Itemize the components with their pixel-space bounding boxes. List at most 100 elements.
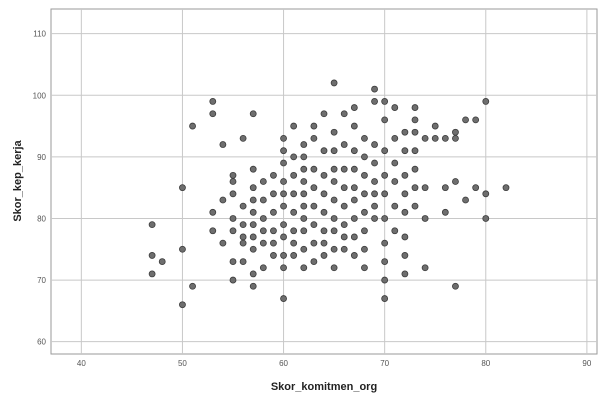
data-point — [209, 98, 217, 105]
data-point — [209, 110, 217, 118]
data-point — [361, 134, 368, 142]
y-tick-label: 80 — [37, 214, 46, 223]
data-point — [239, 202, 247, 210]
data-point — [431, 122, 439, 130]
data-point — [189, 122, 196, 130]
x-axis-title: Skor_komitmen_org — [271, 381, 377, 393]
x-tick-label: 50 — [178, 359, 187, 368]
data-point — [391, 227, 399, 235]
data-point — [249, 270, 257, 278]
data-point — [350, 215, 358, 222]
data-point — [270, 252, 277, 259]
data-point — [330, 264, 338, 272]
data-point — [320, 190, 328, 198]
data-point — [361, 153, 368, 161]
data-point — [441, 134, 449, 142]
data-point — [280, 159, 287, 167]
data-point — [330, 128, 338, 136]
data-point — [179, 301, 186, 309]
data-point — [391, 159, 399, 167]
data-point — [219, 196, 227, 204]
data-point — [249, 208, 257, 216]
data-point — [249, 110, 257, 118]
data-point — [401, 190, 409, 198]
data-point — [310, 122, 318, 130]
data-point — [421, 264, 429, 272]
data-point — [179, 245, 186, 253]
x-tick-labels: 40 50 60 70 80 90 — [77, 359, 592, 368]
y-tick-labels: 60 70 80 90 100 110 — [33, 30, 47, 347]
data-point — [371, 202, 378, 210]
data-point — [411, 116, 419, 124]
data-point — [259, 239, 267, 247]
data-point — [391, 178, 399, 185]
data-point — [350, 252, 358, 259]
data-point — [381, 215, 389, 222]
data-point — [300, 141, 308, 148]
data-points — [148, 79, 510, 309]
data-point — [361, 245, 368, 253]
data-point — [371, 98, 378, 105]
data-point — [330, 196, 338, 204]
data-point — [350, 233, 358, 241]
data-point — [300, 264, 308, 272]
data-point — [401, 147, 409, 155]
data-point — [310, 202, 318, 210]
data-point — [330, 227, 338, 235]
data-point — [361, 190, 368, 198]
data-point — [340, 233, 348, 241]
data-point — [472, 116, 480, 124]
data-point — [290, 208, 298, 216]
data-point — [401, 208, 409, 216]
data-point — [411, 202, 419, 210]
data-point — [320, 171, 328, 179]
data-point — [371, 190, 378, 198]
data-point — [472, 184, 480, 192]
data-point — [350, 184, 358, 192]
y-tick-label: 90 — [37, 153, 46, 162]
data-point — [300, 153, 308, 161]
data-point — [361, 227, 368, 235]
data-point — [411, 165, 419, 173]
data-point — [320, 227, 328, 235]
data-point — [330, 147, 338, 155]
data-point — [340, 221, 348, 229]
data-point — [431, 134, 439, 142]
data-point — [249, 245, 257, 253]
data-point — [209, 208, 217, 216]
data-point — [229, 276, 237, 284]
data-point — [401, 233, 409, 241]
data-point — [270, 208, 277, 216]
data-point — [462, 116, 469, 124]
data-point — [300, 178, 308, 185]
data-point — [229, 227, 237, 235]
data-point — [452, 178, 459, 185]
data-point — [310, 134, 318, 142]
data-point — [381, 147, 389, 155]
data-point — [421, 215, 429, 222]
x-tick-label: 40 — [77, 359, 86, 368]
data-point — [280, 190, 287, 198]
data-point — [340, 110, 348, 118]
data-point — [290, 153, 298, 161]
y-tick-label: 70 — [37, 276, 46, 285]
data-point — [330, 245, 338, 253]
data-point — [452, 282, 459, 290]
data-point — [371, 141, 378, 148]
data-point — [340, 202, 348, 210]
data-point — [310, 239, 318, 247]
data-point — [381, 276, 389, 284]
data-point — [229, 215, 237, 222]
data-point — [280, 221, 287, 229]
data-point — [350, 196, 358, 204]
gridlines — [51, 9, 597, 354]
data-point — [249, 184, 257, 192]
data-point — [340, 245, 348, 253]
data-point — [249, 221, 257, 229]
data-point — [209, 227, 217, 235]
data-point — [259, 178, 267, 185]
data-point — [340, 141, 348, 148]
data-point — [280, 147, 287, 155]
data-point — [229, 178, 237, 185]
data-point — [411, 184, 419, 192]
